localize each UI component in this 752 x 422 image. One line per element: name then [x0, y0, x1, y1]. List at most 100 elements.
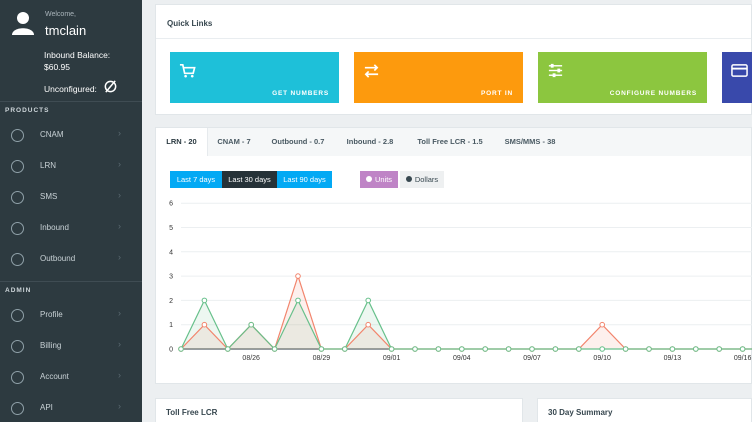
data-point	[225, 346, 231, 352]
units-label: Units	[374, 175, 393, 184]
units-toggle[interactable]: Units	[360, 171, 398, 188]
dollars-toggle[interactable]: Dollars	[400, 171, 444, 188]
y-tick-label: 1	[169, 322, 173, 329]
data-point	[739, 346, 746, 352]
quick-links-panel: Quick Links GET NUMBERS PORT IN CONFIGUR…	[155, 4, 752, 115]
billing-tile[interactable]	[722, 52, 752, 103]
data-point	[599, 346, 606, 352]
divider	[0, 101, 142, 102]
data-point	[552, 346, 559, 352]
chevron-right-icon: ›	[118, 159, 121, 169]
sidebar-item-cnam[interactable]: CNAM ›	[0, 120, 142, 151]
sidebar-item-label: Profile	[40, 310, 63, 319]
divider	[156, 38, 751, 39]
data-point	[295, 297, 301, 304]
data-point	[435, 346, 442, 352]
chevron-right-icon: ›	[118, 221, 121, 231]
data-point	[482, 346, 489, 352]
y-tick-label: 6	[169, 201, 173, 208]
tab-outbound[interactable]: Outbound - 0.7	[271, 137, 325, 146]
chevron-right-icon: ›	[118, 401, 121, 411]
y-tick-label: 3	[169, 274, 173, 281]
sidebar-item-label: Billing	[40, 341, 62, 350]
data-point	[388, 346, 395, 352]
configure-numbers-tile[interactable]: CONFIGURE NUMBERS	[538, 52, 707, 103]
billing-icon	[11, 340, 24, 353]
sidebar-item-account[interactable]: Account ›	[0, 362, 142, 393]
data-point	[201, 297, 208, 304]
x-tick-label: 08/26	[242, 355, 260, 362]
swap-icon	[364, 64, 379, 78]
get-numbers-tile[interactable]: GET NUMBERS	[170, 52, 339, 103]
card-icon	[731, 64, 748, 77]
data-point	[622, 346, 629, 352]
x-tick-label: 08/29	[313, 355, 331, 362]
tab-toll-free-lcr[interactable]: Toll Free LCR - 1.5	[417, 137, 483, 146]
sidebar-item-profile[interactable]: Profile ›	[0, 300, 142, 331]
cart-icon	[179, 63, 196, 78]
tab-sms-mms[interactable]: SMS/MMS - 38	[504, 137, 556, 146]
sidebar-item-label: CNAM	[40, 130, 64, 139]
data-point	[576, 346, 582, 352]
data-point	[248, 321, 254, 328]
tab-lrn[interactable]: LRN - 20	[156, 128, 208, 156]
toll-free-lcr-title: Toll Free LCR	[166, 408, 218, 417]
tile-label: PORT IN	[481, 90, 513, 97]
data-point	[295, 273, 301, 279]
tab-inbound[interactable]: Inbound - 2.8	[346, 137, 394, 146]
cnam-icon	[11, 129, 24, 142]
sidebar-item-label: Outbound	[40, 254, 76, 263]
tab-cnam[interactable]: CNAM - 7	[217, 137, 251, 146]
stats-tabs: LRN - 20 CNAM - 7 Outbound - 0.7 Inbound…	[156, 128, 751, 156]
sliders-icon	[548, 63, 563, 78]
data-point	[412, 346, 418, 352]
range-90-days-button[interactable]: Last 90 days	[277, 171, 332, 188]
quick-links-title: Quick Links	[167, 19, 213, 28]
x-tick-label: 09/13	[664, 355, 682, 362]
sidebar-item-label: Account	[40, 372, 69, 381]
inbound-icon	[11, 222, 24, 235]
data-point	[599, 321, 606, 328]
range-7-days-button[interactable]: Last 7 days	[170, 171, 222, 188]
x-tick-label: 09/01	[383, 355, 401, 362]
series-line	[180, 274, 752, 351]
dollars-dot-icon	[405, 176, 412, 182]
tile-label: CONFIGURE NUMBERS	[609, 90, 697, 97]
data-point	[646, 346, 652, 352]
summary-title: 30 Day Summary	[548, 408, 613, 417]
unconfigured-status-icon[interactable]	[103, 79, 118, 94]
data-point	[271, 346, 278, 352]
series-area	[181, 300, 752, 349]
sidebar-item-lrn[interactable]: LRN ›	[0, 151, 142, 182]
sidebar-item-sms[interactable]: SMS ›	[0, 182, 142, 213]
sidebar-item-label: SMS	[40, 192, 58, 201]
data-point	[529, 346, 535, 352]
y-tick-label: 0	[169, 347, 173, 354]
outbound-icon	[11, 253, 24, 266]
sidebar-item-outbound[interactable]: Outbound ›	[0, 244, 142, 275]
data-point	[693, 346, 699, 352]
tile-label: GET NUMBERS	[272, 90, 329, 97]
avatar-icon	[12, 12, 34, 35]
username: tmclain	[45, 23, 87, 38]
lrn-icon	[11, 160, 24, 173]
sidebar-item-billing[interactable]: Billing ›	[0, 331, 142, 362]
chevron-right-icon: ›	[118, 370, 121, 380]
sidebar-item-api[interactable]: API ›	[0, 393, 142, 422]
units-dot-icon	[365, 176, 372, 182]
divider	[0, 281, 142, 282]
sidebar-item-label: API	[40, 403, 53, 412]
welcome-text: Welcome,	[45, 11, 76, 18]
x-tick-label: 09/04	[453, 355, 471, 362]
range-30-days-button[interactable]: Last 30 days	[222, 171, 277, 188]
series-area	[181, 276, 752, 349]
port-in-tile[interactable]: PORT IN	[354, 52, 523, 103]
data-point	[201, 321, 208, 328]
sidebar: Welcome, tmclain Inbound Balance: $60.95…	[0, 0, 142, 422]
account-icon	[11, 371, 24, 384]
balance-value: $60.95	[44, 62, 70, 72]
api-icon	[11, 402, 24, 415]
sidebar-item-label: Inbound	[40, 223, 69, 232]
sidebar-item-inbound[interactable]: Inbound ›	[0, 213, 142, 244]
sidebar-item-label: LRN	[40, 161, 57, 170]
